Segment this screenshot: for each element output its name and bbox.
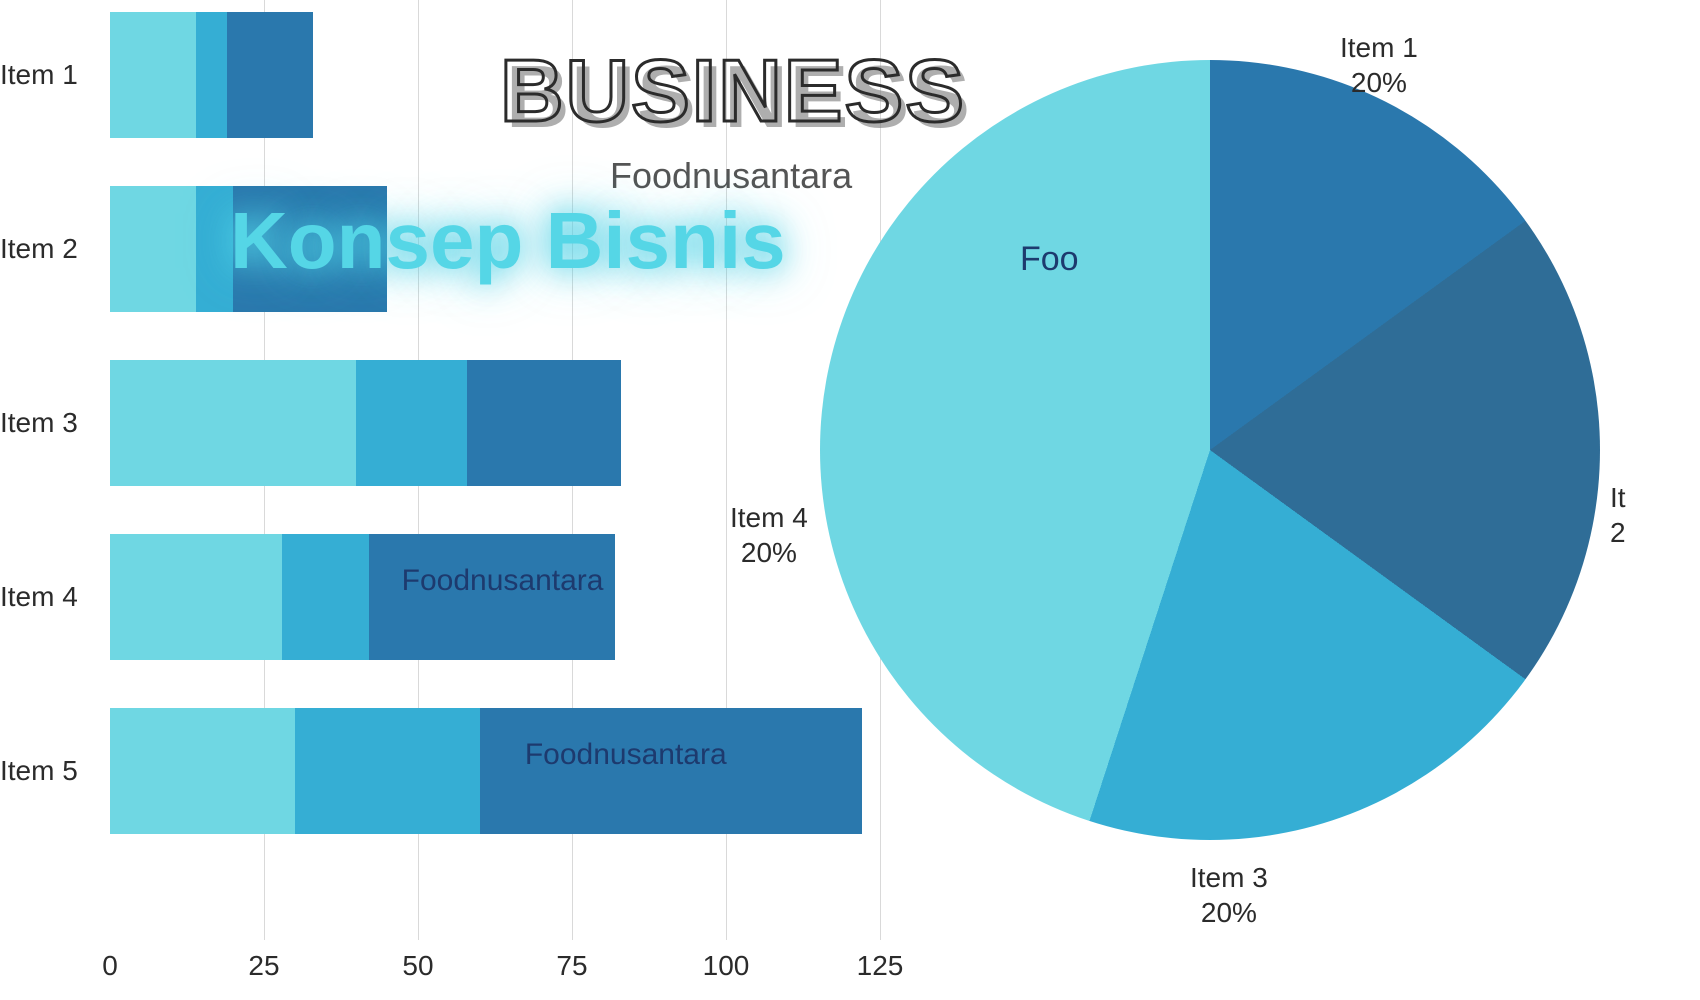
pie-slice-label-text: Item 4 <box>730 500 808 535</box>
bar-x-tick: 75 <box>556 950 587 982</box>
subtitle-foodnusantara: Foodnusantara <box>610 155 852 197</box>
bar-segment <box>110 186 196 312</box>
bar-track <box>110 360 621 486</box>
pie-center-label: Foo <box>1020 240 1079 279</box>
pie-slice-label-pct: 20% <box>730 535 808 570</box>
bar-segment <box>196 186 233 312</box>
bar-segment <box>467 360 621 486</box>
bar-x-tick: 100 <box>703 950 750 982</box>
pie-slice-label-text: It <box>1610 480 1626 515</box>
bar-x-tick: 0 <box>102 950 118 982</box>
bar-segment <box>196 12 227 138</box>
bar-segment <box>356 360 467 486</box>
pie-slice-label-text: Item 3 <box>1190 860 1268 895</box>
bar-segment <box>282 534 368 660</box>
pie-slice-label: It2 <box>1610 480 1626 550</box>
pie-slice-label: Item 120% <box>1340 30 1418 100</box>
pie-disc <box>820 60 1600 840</box>
pie-slice-label-pct: 20% <box>1340 65 1418 100</box>
pie-slice-label-text: Item 1 <box>1340 30 1418 65</box>
bar-segment <box>295 708 480 834</box>
pie-chart: Foo Item 120%It2Item 320%Item 420% <box>820 60 1600 840</box>
bar-row: Item 3 <box>0 348 900 498</box>
bar-segment <box>110 708 295 834</box>
bar-segment <box>110 360 356 486</box>
bar-y-label: Item 1 <box>0 59 95 91</box>
bar-segment <box>110 12 196 138</box>
bar-segment <box>369 534 615 660</box>
bar-y-label: Item 2 <box>0 233 95 265</box>
bar-row: Item 5Foodnusantara <box>0 696 900 846</box>
infographic-canvas: Item 1 Item 2 Item 3 Item 4 Foodnusantara Ite… <box>0 0 1700 1000</box>
bar-segment <box>110 534 282 660</box>
pie-slice-label-pct: 2 <box>1610 515 1626 550</box>
bar-y-label: Item 5 <box>0 755 95 787</box>
bar-y-label: Item 4 <box>0 581 95 613</box>
bar-track <box>110 708 862 834</box>
bar-track <box>110 534 615 660</box>
bar-x-tick: 25 <box>248 950 279 982</box>
title-konsep-bisnis: Konsep Bisnis <box>230 195 786 287</box>
pie-slice-label: Item 420% <box>730 500 808 570</box>
bar-x-tick: 125 <box>857 950 904 982</box>
bar-segment <box>227 12 313 138</box>
bar-x-tick: 50 <box>402 950 433 982</box>
bar-y-label: Item 3 <box>0 407 95 439</box>
bar-track <box>110 12 313 138</box>
pie-slice-label: Item 320% <box>1190 860 1268 930</box>
pie-slice-label-pct: 20% <box>1190 895 1268 930</box>
bar-segment <box>480 708 862 834</box>
bar-x-axis: 0255075100125 <box>110 950 880 990</box>
